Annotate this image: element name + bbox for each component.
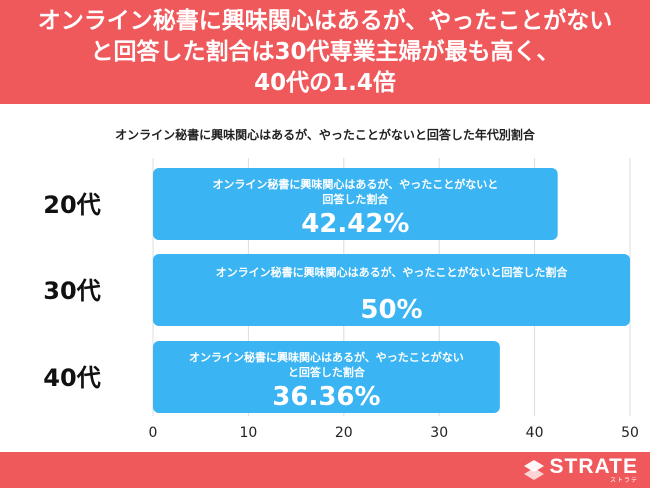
x-tick-label: 30 <box>430 425 448 441</box>
strate-logo: STRATE ストラテ <box>522 454 638 484</box>
strate-logo-icon <box>523 460 544 480</box>
bar-chart: 0 10 20 30 40 5020代オンライン秘書に興味関心はあるが、やったことがないと… <box>43 158 639 441</box>
bar-description-line: 回答した割合 <box>322 192 389 206</box>
chart-title: オンライン秘書に興味関心はあるが、やったことがないと回答した年代別割合 <box>115 128 535 142</box>
bar-description-line: オンライン秘書に興味関心はあるが、やったことがないと回答した割合 <box>216 265 569 279</box>
bar-value-label: 36.36% <box>272 382 380 412</box>
logo-kana: ストラテ <box>609 476 638 484</box>
bar-value-label: 50% <box>360 295 422 325</box>
bar-description-line: と回答した割合 <box>288 365 366 379</box>
bar-20代 <box>153 168 558 240</box>
x-tick-label: 40 <box>526 425 544 441</box>
category-label: 40代 <box>43 364 100 392</box>
bar-30代 <box>153 254 630 326</box>
x-tick-label: 50 <box>621 425 639 441</box>
header-banner: オンライン秘書に興味関心はあるが、やったことがない と回答した割合は30代専業主… <box>0 0 650 104</box>
bar-40代 <box>153 341 500 413</box>
x-tick-label: 0 <box>149 425 158 441</box>
category-label: 30代 <box>43 277 100 305</box>
headline-line-2: と回答した割合は30代専業主婦が最も高く、 <box>90 38 560 65</box>
bar-description-line: オンライン秘書に興味関心はあるが、やったことがないと <box>212 177 498 191</box>
x-tick-label: 10 <box>239 425 257 441</box>
headline-line-3: 40代の1.4倍 <box>254 69 396 96</box>
x-tick-label: 20 <box>335 425 353 441</box>
bar-description-line: オンライン秘書に興味関心はあるが、やったことがない <box>189 350 464 364</box>
bar-value-label: 42.42% <box>301 209 409 239</box>
logo-wordmark: STRATE <box>549 454 638 478</box>
footer-banner: STRATE ストラテ <box>0 452 650 488</box>
category-label: 20代 <box>43 191 100 219</box>
headline-line-1: オンライン秘書に興味関心はあるが、やったことがない <box>37 7 613 34</box>
